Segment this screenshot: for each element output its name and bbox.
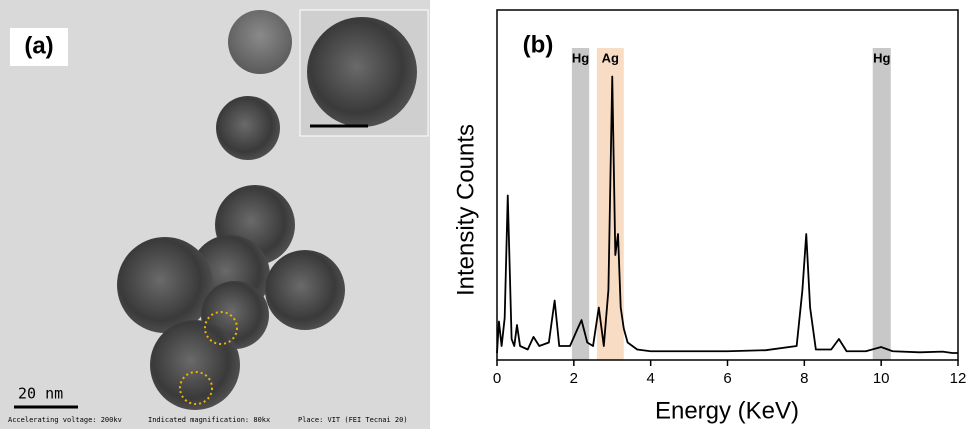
x-axis-label: Energy (KeV)	[655, 397, 799, 424]
scale-bar-label: 20 nm	[18, 385, 63, 403]
footer-text: Accelerating voltage: 200kv	[8, 416, 122, 424]
spectrum-chart: Intensity Counts Energy (KeV) Hg Ag Hg 0 2 4 6…	[452, 9, 967, 424]
panel-label: (b)	[523, 31, 554, 58]
element-band	[571, 48, 590, 360]
x-tick-label: 8	[800, 370, 808, 387]
footer-text: Indicated magnification: 80kx	[148, 416, 270, 424]
footer-text: Place: VIT (FEI Tecnai 20)	[298, 416, 408, 424]
x-tick-label: 2	[570, 370, 578, 387]
y-axis-label: Intensity Counts	[452, 124, 479, 296]
x-tick-label: 4	[646, 370, 654, 387]
panel-label: (a)	[24, 32, 53, 59]
x-tick-label: 10	[873, 370, 890, 387]
element-band	[872, 48, 891, 360]
x-tick-label: 0	[493, 370, 501, 387]
band-label: Hg	[873, 50, 890, 65]
x-tick-label: 12	[950, 370, 967, 387]
band-label: Ag	[602, 50, 619, 65]
x-tick-label: 6	[723, 370, 731, 387]
band-label: Hg	[572, 50, 589, 65]
spectrum-line	[496, 75, 958, 354]
tem-image: (a) 20 nm Accelerating voltage: 200kv In…	[0, 0, 430, 429]
